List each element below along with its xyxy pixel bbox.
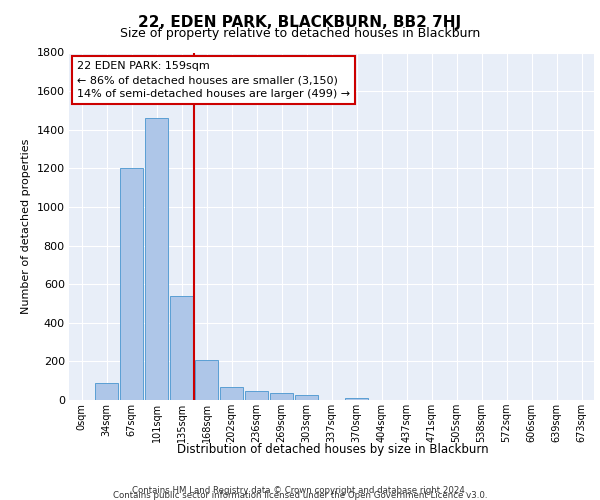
Bar — [170, 296, 193, 400]
Text: 22 EDEN PARK: 159sqm
← 86% of detached houses are smaller (3,150)
14% of semi-de: 22 EDEN PARK: 159sqm ← 86% of detached h… — [77, 61, 350, 99]
Bar — [95, 382, 118, 400]
Text: Distribution of detached houses by size in Blackburn: Distribution of detached houses by size … — [177, 442, 489, 456]
Text: 22, EDEN PARK, BLACKBURN, BB2 7HJ: 22, EDEN PARK, BLACKBURN, BB2 7HJ — [139, 15, 461, 30]
Text: Size of property relative to detached houses in Blackburn: Size of property relative to detached ho… — [120, 28, 480, 40]
Bar — [145, 118, 169, 400]
Bar — [119, 168, 143, 400]
Bar — [245, 391, 268, 400]
Text: Contains HM Land Registry data © Crown copyright and database right 2024.: Contains HM Land Registry data © Crown c… — [132, 486, 468, 495]
Bar — [194, 360, 218, 400]
Bar — [295, 394, 319, 400]
Bar — [344, 398, 368, 400]
Bar — [269, 393, 293, 400]
Bar — [220, 387, 244, 400]
Text: Contains public sector information licensed under the Open Government Licence v3: Contains public sector information licen… — [113, 491, 487, 500]
Y-axis label: Number of detached properties: Number of detached properties — [21, 138, 31, 314]
